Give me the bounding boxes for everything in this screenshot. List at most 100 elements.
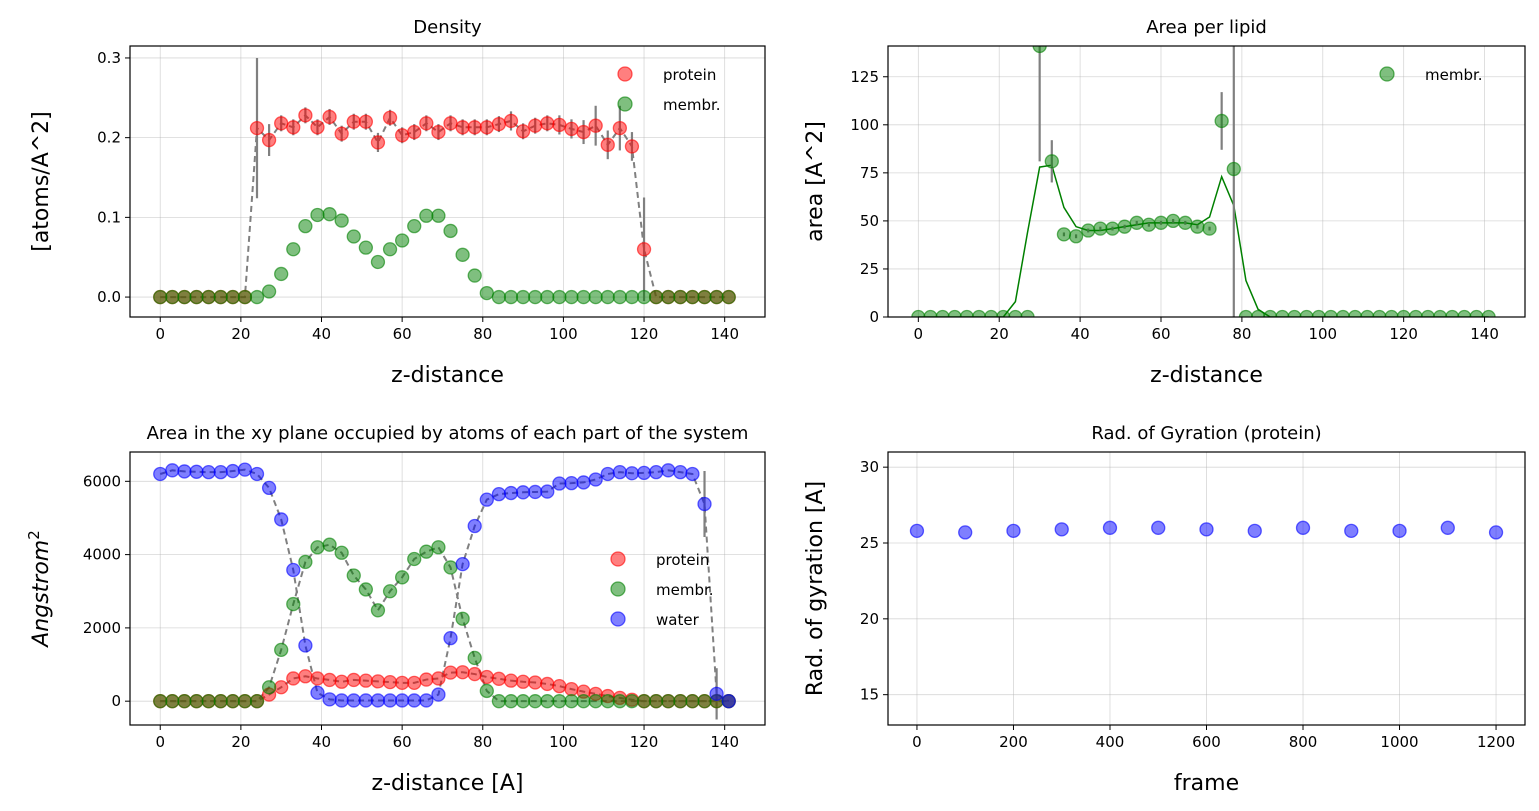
data-point (588, 289, 603, 305)
data-point (576, 289, 591, 305)
data-point (310, 120, 325, 135)
x-tick-label: 60 (393, 733, 412, 751)
y-tick-label: 0.2 (97, 129, 121, 147)
data-point (1384, 309, 1399, 317)
data-point (346, 693, 361, 708)
data-point (455, 611, 470, 626)
data-point (636, 694, 652, 709)
data-point (1068, 229, 1084, 244)
axes-frame (129, 451, 766, 726)
data-point (564, 475, 579, 491)
x-tick-label: 400 (1096, 733, 1125, 751)
data-point (225, 463, 240, 479)
data-point (1263, 309, 1278, 317)
data-point (274, 266, 289, 282)
data-point (479, 683, 494, 699)
data-point (1081, 223, 1096, 238)
chart-panel-1: 0 20 40 60 80 100 120 140 0 25 50 75 100 125 Area per … (803, 17, 1526, 388)
chart-title: Area per lipid (1146, 17, 1267, 38)
data-point (503, 694, 519, 709)
data-point (1488, 525, 1504, 540)
data-point (576, 124, 591, 140)
data-point (1481, 309, 1496, 317)
data-point (370, 693, 386, 708)
smoothed-line (918, 164, 1489, 317)
data-point (612, 289, 628, 305)
data-point (382, 674, 398, 690)
data-point (1275, 309, 1290, 317)
x-tick-label: 140 (710, 733, 739, 751)
legend-label: protein (663, 66, 716, 84)
data-point (673, 694, 688, 709)
chart-title: Rad. of Gyration (protein) (1091, 423, 1321, 444)
data-point (274, 512, 289, 527)
y-axis-label-text: Angstrom (29, 540, 54, 649)
data-point (286, 242, 301, 257)
data-point (552, 679, 567, 694)
chart-panel-0: 0 20 40 60 80 100 120 140 0.0 0.1 0.2 0.3 Density z-d… (29, 17, 766, 388)
data-point (971, 309, 987, 317)
data-point (334, 213, 349, 228)
data-point (298, 108, 313, 123)
data-point (165, 463, 180, 478)
data-point (189, 464, 204, 479)
data-point (540, 116, 555, 131)
axes-frame (887, 45, 1526, 318)
y-tick-label: 30 (860, 458, 879, 476)
data-point (479, 492, 494, 507)
plot-area (911, 46, 1496, 317)
y-tick-label: 125 (850, 68, 879, 86)
data-point (1141, 217, 1157, 232)
data-point (382, 110, 398, 125)
data-point (600, 694, 615, 709)
x-tick-label: 40 (312, 325, 331, 343)
data-point (165, 289, 180, 305)
data-point (958, 525, 973, 540)
data-point (237, 462, 253, 477)
data-point (600, 466, 615, 482)
data-point (261, 132, 277, 148)
data-point (1408, 309, 1423, 317)
data-point (503, 485, 519, 501)
x-axis-label: frame (1174, 771, 1239, 796)
data-point (177, 464, 192, 479)
data-point (407, 693, 422, 708)
data-point (382, 693, 398, 708)
data-point (515, 694, 531, 709)
data-point (334, 545, 349, 560)
x-tick-label: 0 (155, 733, 165, 751)
plot-area (909, 520, 1504, 540)
data-point (648, 465, 664, 480)
data-point (564, 694, 579, 709)
y-axis-label: Rad. of gyration [A] (803, 481, 828, 696)
data-point (394, 128, 410, 143)
data-point (286, 120, 301, 135)
y-axis-label-superscript: 2 (25, 530, 43, 540)
data-point (1323, 309, 1339, 317)
data-point (153, 289, 168, 305)
data-point (201, 465, 216, 480)
data-point (286, 596, 301, 612)
data-point (600, 289, 615, 305)
y-tick-label: 0.1 (97, 208, 121, 226)
data-point (322, 109, 337, 125)
data-point (310, 207, 325, 223)
data-point (503, 289, 519, 305)
data-point (237, 289, 253, 305)
data-point (225, 289, 240, 305)
data-point (419, 672, 434, 687)
protein-trend-line (160, 113, 729, 299)
x-tick-label: 140 (1470, 325, 1499, 343)
data-point (1360, 309, 1375, 317)
data-point (697, 496, 712, 512)
legend-label: membr. (656, 581, 714, 599)
data-point (298, 638, 313, 653)
y-tick-label: 0 (869, 308, 879, 326)
data-point (346, 114, 361, 129)
data-point (564, 289, 579, 305)
x-tick-label: 0 (914, 325, 924, 343)
y-tick-label: 75 (860, 164, 879, 182)
data-point (1214, 113, 1229, 129)
data-point (576, 694, 591, 709)
data-point (673, 289, 688, 305)
